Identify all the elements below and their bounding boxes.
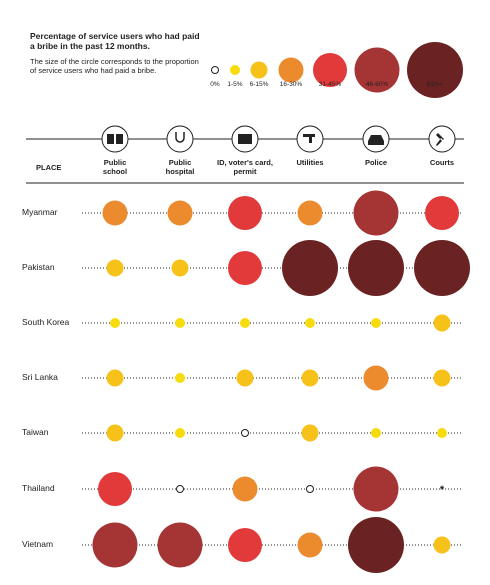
bubble	[232, 476, 258, 502]
legend-label: 6-15%	[249, 81, 269, 88]
bubble	[110, 318, 120, 328]
gavel-glyph	[436, 133, 444, 146]
bubble	[175, 318, 185, 328]
bubble	[353, 190, 399, 236]
bubble	[102, 200, 128, 226]
bubble	[301, 424, 319, 442]
bubble	[414, 240, 470, 296]
column-header: Public hospital	[165, 158, 195, 176]
icon-hospital	[166, 125, 194, 153]
column-header: Utilities	[296, 158, 324, 167]
place-label: Sri Lanka	[22, 372, 58, 382]
book-glyph	[107, 134, 123, 144]
bubble	[176, 485, 184, 493]
tap-glyph	[303, 134, 315, 143]
bubble	[305, 318, 315, 328]
bubble	[240, 318, 250, 328]
legend-label: 61%+	[426, 81, 444, 88]
bubble	[363, 365, 389, 391]
place-label: Taiwan	[22, 427, 49, 437]
legend-label: 0%	[210, 81, 220, 88]
legend-swatch	[407, 42, 463, 98]
bubble	[348, 240, 404, 296]
bubble	[425, 196, 459, 230]
bubble	[348, 517, 404, 573]
bubble	[371, 428, 381, 438]
legend-swatch	[313, 53, 347, 87]
bubble	[437, 428, 447, 438]
legend-swatch	[230, 65, 240, 75]
column-header: ID, voter's card, permit	[217, 158, 273, 176]
bubble	[236, 369, 254, 387]
column-header: Public school	[102, 158, 128, 176]
bubble	[106, 259, 124, 277]
column-header: Police	[364, 158, 388, 167]
place-label: Pakistan	[22, 262, 55, 272]
legend-swatch	[278, 57, 304, 83]
place-label: Thailand	[22, 483, 55, 493]
bubble	[297, 532, 323, 558]
legend-swatch	[250, 61, 268, 79]
legend-swatch	[211, 66, 219, 74]
bubble	[92, 522, 138, 568]
column-header: Courts	[429, 158, 455, 167]
bubble	[106, 424, 124, 442]
place-header: PLACE	[36, 163, 62, 172]
icon-glyphs	[107, 132, 444, 146]
bubble	[98, 472, 132, 506]
bubble	[228, 196, 262, 230]
bubble	[157, 522, 203, 568]
place-label: Vietnam	[22, 539, 54, 549]
legend-swatch	[354, 47, 400, 93]
bubble	[167, 200, 193, 226]
car-glyph	[368, 135, 384, 145]
bubble	[282, 240, 338, 296]
bubble	[433, 536, 451, 554]
bubble	[228, 528, 262, 562]
cell-note: *	[439, 484, 445, 496]
bubble	[306, 485, 314, 493]
bubble	[297, 200, 323, 226]
bubble	[171, 259, 189, 277]
legend-label: 31-45%	[318, 81, 342, 88]
stethoscope-glyph	[175, 132, 185, 143]
legend-label: 16-30%	[279, 81, 303, 88]
place-label: South Korea	[22, 317, 70, 327]
icon-school	[101, 125, 129, 153]
bubble	[175, 428, 185, 438]
bubble	[353, 466, 399, 512]
bubble	[301, 369, 319, 387]
bubble	[371, 318, 381, 328]
legend-subtitle: The size of the circle corresponds to th…	[30, 57, 199, 75]
bubble	[241, 429, 249, 437]
bubble	[433, 314, 451, 332]
id-glyph	[238, 134, 252, 144]
legend-label: 46-60%	[365, 81, 389, 88]
bubble	[175, 373, 185, 383]
bubble	[228, 251, 262, 285]
legend-title: Percentage of service users who had paid…	[30, 31, 200, 51]
bubble	[106, 369, 124, 387]
bubble	[433, 369, 451, 387]
legend-label: 1-5%	[227, 81, 243, 88]
place-label: Myanmar	[22, 207, 58, 217]
